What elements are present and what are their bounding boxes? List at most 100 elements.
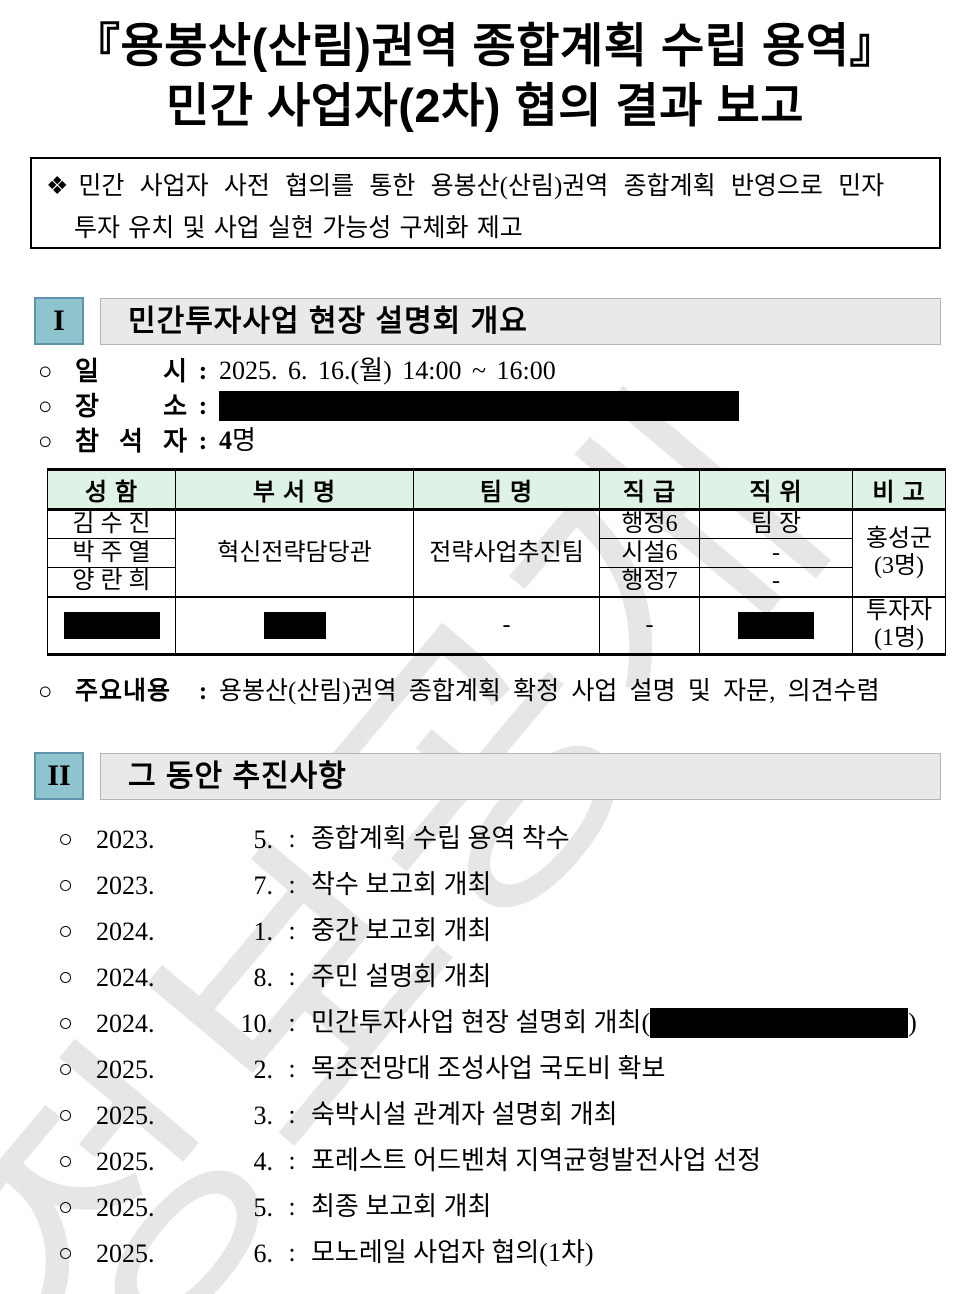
attendees-count: 4 bbox=[219, 426, 232, 455]
cell-position-redacted bbox=[699, 595, 853, 656]
attendees-unit: 명 bbox=[232, 426, 256, 455]
document-title-line2: 민간 사업자(2차) 협의 결과 보고 bbox=[165, 79, 805, 132]
main-content-label: 주요내용 bbox=[75, 678, 172, 705]
colon-separator: : bbox=[288, 1192, 296, 1221]
section2-title: 그 동안 추진사항 bbox=[128, 760, 347, 793]
main-content-value: 용봉산(산림)권역 종합계획 확정 사업 설명 및 자문, 의견수렴 bbox=[219, 678, 880, 705]
table-header-row: 성 함 부 서 명 팀 명 직 급 직 위 비 고 bbox=[47, 468, 946, 511]
timeline-text: 포레스트 어드벤쳐 지역균형발전사업 선정 bbox=[311, 1146, 762, 1175]
cell-note: 홍성군 (3명) bbox=[852, 509, 946, 597]
timeline-text: 숙박시설 관계자 설명회 개최 bbox=[311, 1100, 618, 1129]
diamond-bullet-icon: ❖ bbox=[46, 173, 69, 200]
timeline-text: 민간투자사업 현장 설명회 개최( bbox=[311, 1008, 651, 1037]
document-title: 『용봉산(산림)권역 종합계획 수립 용역』 민간 사업자(2차) 협의 결과 … bbox=[0, 16, 970, 136]
section2-numeral: II bbox=[34, 752, 84, 800]
purpose-summary-box: ❖ 민간 사업자 사전 협의를 통한 용봉산(산림)권역 종합계획 반영으로 민자… bbox=[30, 157, 941, 249]
table-row: 김 수 진 혁신전략담당관 전략사업추진팀 행정6 팀 장 홍성군 (3명) bbox=[47, 509, 946, 597]
timeline-item: ○ 2025. 6.: 모노레일 사업자 협의(1차) bbox=[58, 1236, 594, 1270]
timeline-text: 중간 보고회 개최 bbox=[311, 916, 492, 945]
colon-separator: : bbox=[288, 1238, 296, 1267]
cell-name: 박 주 열 bbox=[47, 538, 176, 568]
timeline-date: 2025. 5. bbox=[96, 1193, 273, 1222]
section2-header: II 그 동안 추진사항 bbox=[34, 752, 941, 802]
header-department: 부 서 명 bbox=[175, 468, 414, 511]
colon-separator: : bbox=[198, 356, 208, 385]
redacted-venue-block bbox=[650, 1008, 909, 1039]
location-label: 장 소 bbox=[75, 392, 187, 421]
colon-separator: : bbox=[288, 916, 296, 945]
timeline-item: ○ 2025. 3.: 숙박시설 관계자 설명회 개최 bbox=[58, 1098, 618, 1132]
colon-separator: : bbox=[288, 1146, 296, 1175]
timeline-text: 주민 설명회 개최 bbox=[311, 962, 492, 991]
circle-bullet-icon: ○ bbox=[38, 429, 53, 455]
attendee-table: 성 함 부 서 명 팀 명 직 급 직 위 비 고 김 수 진 혁신전략담당관 … bbox=[47, 468, 946, 656]
circle-bullet-icon: ○ bbox=[58, 1102, 74, 1129]
document-title-line1: 『용봉산(산림)권역 종합계획 수립 용역』 bbox=[72, 19, 898, 72]
cell-name-redacted bbox=[47, 595, 176, 656]
info-row-attendees: ○ 참 석 자:4명 bbox=[38, 425, 256, 457]
timeline-item: ○ 2024. 1.: 중간 보고회 개최 bbox=[58, 914, 491, 948]
timeline-date: 2023. 7. bbox=[96, 871, 273, 900]
note-count: (3명) bbox=[873, 553, 925, 580]
info-row-datetime: ○ 일 시:2025. 6. 16.(월) 14:00 ~ 16:00 bbox=[38, 355, 556, 387]
timeline-item: ○ 2023. 7.: 착수 보고회 개최 bbox=[58, 868, 491, 902]
circle-bullet-icon: ○ bbox=[38, 359, 53, 385]
table-row: 박 주 열 시설6 - bbox=[47, 538, 946, 568]
redacted-location-block bbox=[219, 391, 739, 422]
header-team: 팀 명 bbox=[413, 468, 600, 511]
circle-bullet-icon: ○ bbox=[58, 1056, 74, 1083]
cell-note: 투자자 (1명) bbox=[852, 595, 946, 656]
circle-bullet-icon: ○ bbox=[58, 918, 74, 945]
header-note: 비 고 bbox=[852, 468, 946, 511]
timeline-item: ○ 2025. 4.: 포레스트 어드벤쳐 지역균형발전사업 선정 bbox=[58, 1144, 761, 1178]
timeline-date: 2024. 1. bbox=[96, 917, 273, 946]
datetime-value: 2025. 6. 16.(월) 14:00 ~ 16:00 bbox=[219, 356, 556, 385]
note-count: (1명) bbox=[873, 625, 925, 652]
timeline-item: ○ 2023. 5.: 종합계획 수립 용역 착수 bbox=[58, 822, 570, 856]
colon-separator: : bbox=[288, 962, 296, 991]
redacted-name-block bbox=[63, 612, 160, 640]
purpose-line1: ❖ 민간 사업자 사전 협의를 통한 용봉산(산림)권역 종합계획 반영으로 민자 bbox=[46, 173, 885, 200]
cell-team: - bbox=[413, 595, 600, 656]
colon-separator: : bbox=[288, 1100, 296, 1129]
section2-title-bar: 그 동안 추진사항 bbox=[100, 753, 941, 800]
cell-department-redacted bbox=[175, 595, 414, 656]
timeline-text-suffix: ) bbox=[908, 1008, 917, 1037]
timeline-date: 2025. 4. bbox=[96, 1147, 273, 1176]
info-row-main-content: ○ 주요내용: 용봉산(산림)권역 종합계획 확정 사업 설명 및 자문, 의견수렴 bbox=[38, 676, 880, 708]
header-position: 직 위 bbox=[699, 468, 853, 511]
colon-separator: : bbox=[288, 870, 296, 899]
circle-bullet-icon: ○ bbox=[38, 679, 53, 705]
section1-header: I 민간투자사업 현장 설명회 개요 bbox=[34, 297, 941, 347]
section1-numeral: I bbox=[34, 297, 84, 345]
cell-team: 전략사업추진팀 bbox=[413, 509, 600, 597]
cell-department: 혁신전략담당관 bbox=[175, 509, 414, 597]
redacted-position-block bbox=[738, 612, 814, 640]
section1-title-bar: 민간투자사업 현장 설명회 개요 bbox=[100, 298, 941, 345]
timeline-text: 모노레일 사업자 협의(1차) bbox=[311, 1238, 594, 1267]
datetime-label: 일 시 bbox=[75, 357, 187, 386]
timeline-date: 2025. 3. bbox=[96, 1101, 273, 1130]
note-org: 투자자 bbox=[865, 598, 933, 625]
circle-bullet-icon: ○ bbox=[58, 1194, 74, 1221]
circle-bullet-icon: ○ bbox=[58, 964, 74, 991]
purpose-line2: 투자 유치 및 사업 실현 가능성 구체화 제고 bbox=[74, 215, 523, 242]
timeline-item-redacted: ○ 2024. 10.: 민간투자사업 현장 설명회 개최() bbox=[58, 1006, 917, 1040]
timeline-item: ○ 2025. 2.: 목조전망대 조성사업 국도비 확보 bbox=[58, 1052, 665, 1086]
attendees-label: 참 석 자 bbox=[75, 427, 187, 456]
circle-bullet-icon: ○ bbox=[38, 394, 53, 420]
cell-position: - bbox=[699, 567, 853, 597]
table-row-investor: - - 투자자 (1명) bbox=[47, 595, 946, 656]
colon-separator: : bbox=[198, 426, 208, 455]
cell-rank: - bbox=[599, 595, 700, 656]
cell-rank: 행정6 bbox=[599, 509, 700, 539]
timeline-date: 2024. 8. bbox=[96, 963, 273, 992]
timeline-text: 최종 보고회 개최 bbox=[311, 1192, 492, 1221]
circle-bullet-icon: ○ bbox=[58, 1148, 74, 1175]
timeline-date: 2024. 10. bbox=[96, 1009, 273, 1038]
info-row-location: ○ 장 소: bbox=[38, 390, 739, 422]
cell-rank: 행정7 bbox=[599, 567, 700, 597]
colon-separator: : bbox=[288, 1054, 296, 1083]
circle-bullet-icon: ○ bbox=[58, 826, 74, 853]
colon-separator: : bbox=[198, 678, 208, 705]
